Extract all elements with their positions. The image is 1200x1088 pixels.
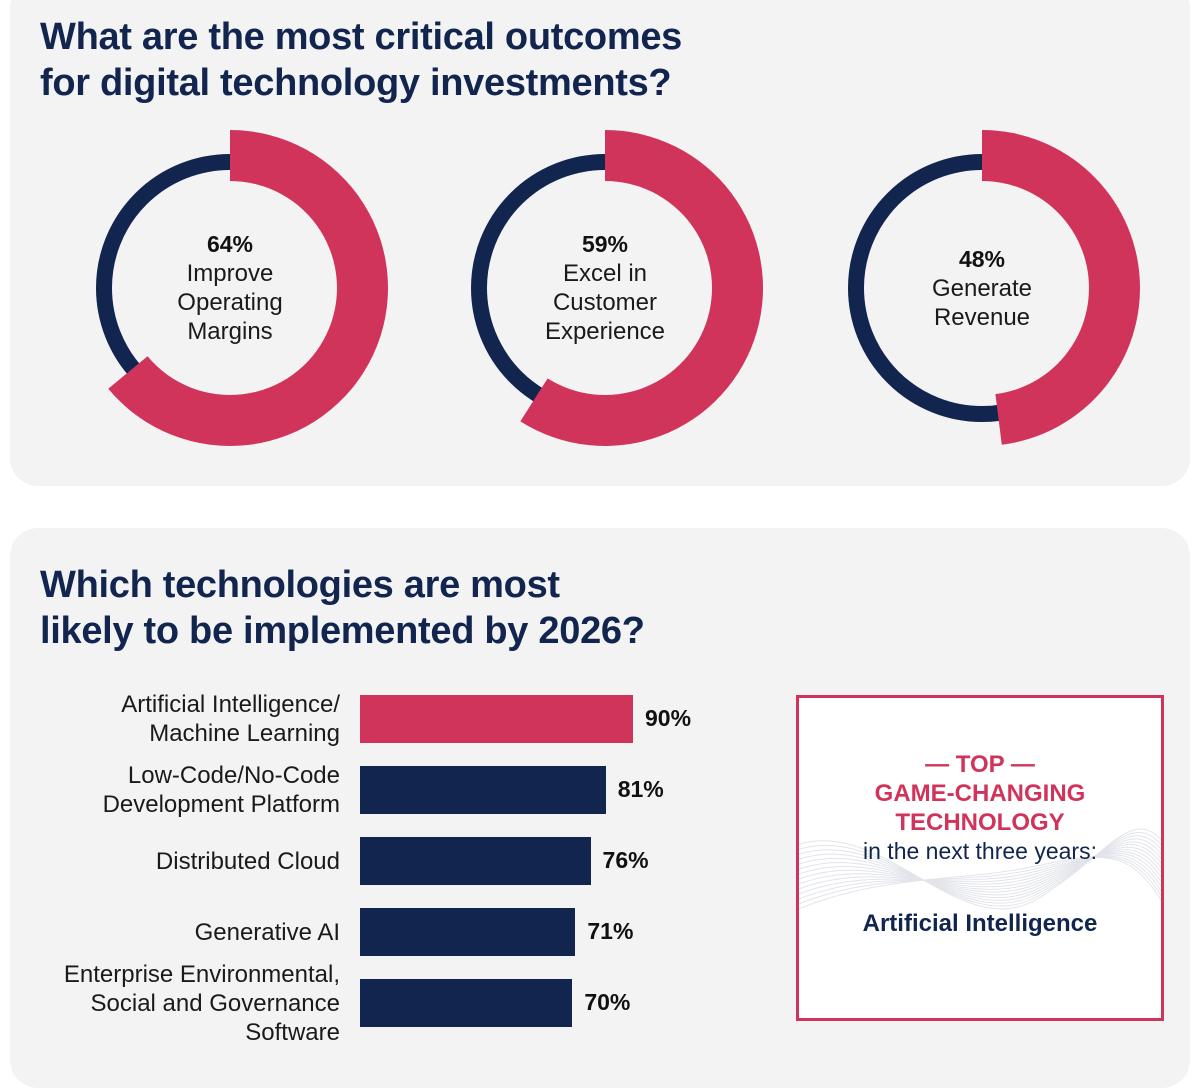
wave-line (799, 856, 1161, 905)
bar (360, 766, 606, 814)
donut-value-arc (108, 130, 388, 446)
bar-category-label-line: Distributed Cloud (155, 847, 340, 875)
callout-title-line-2: GAME-CHANGING (874, 780, 1086, 807)
bar-category-label-line: Low-Code/No-Code (127, 762, 340, 789)
callout-subtitle: in the next three years: (863, 838, 1097, 864)
donut-outcome-label: Excel in Customer Experience (545, 259, 665, 346)
donut-chart: 48% Generate Revenue (822, 128, 1142, 448)
wave-line (799, 828, 1161, 910)
bar (360, 979, 573, 1027)
wave-line (799, 838, 1161, 901)
wave-line (799, 846, 1161, 893)
technologies-heading: Which technologies are most likely to be… (40, 562, 645, 654)
donut-outcome-label-line: Improve (186, 260, 274, 287)
donut-outcome-label-line: Revenue (933, 303, 1031, 331)
bar-category-label-line: Software (245, 1018, 340, 1046)
bar-value-label: 76% (602, 847, 649, 873)
bar-value-label: 81% (617, 776, 664, 802)
donut-outcome-label: Generate Revenue (932, 274, 1032, 332)
donut-center-label: 59% Excel in Customer Experience (505, 188, 705, 388)
donut-outcome-label-line: Margins (187, 318, 273, 345)
technologies-bar-chart: Artificial Intelligence/Machine Learning… (0, 680, 760, 1060)
donut-value-arc (982, 130, 1140, 445)
donut-percent-value: 59% (581, 231, 629, 257)
donut-outcome-label: Improve Operating Margins (177, 259, 282, 346)
bar-category-label: Generative AI (195, 918, 340, 947)
bar-category-label-line: Social and Governance (90, 989, 341, 1017)
bar-value-label: 90% (645, 705, 692, 731)
wave-pattern-decoration (799, 828, 1161, 910)
wave-line (799, 856, 1161, 910)
callout-title-line-1: — TOP — (925, 751, 1035, 778)
wave-line (799, 844, 1161, 896)
bar-category-label: Artificial Intelligence/Machine Learning (121, 690, 340, 748)
wave-line (799, 831, 1161, 907)
bar-category-label: Enterprise Environmental, Social and Gove… (64, 960, 340, 1047)
bar-category-label-line: Machine Learning (149, 720, 340, 747)
callout-answer: Artificial Intelligence (862, 910, 1098, 937)
donut-chart: 59% Excel in Customer Experience (445, 128, 765, 448)
donut-outcome-label-line: Generate (931, 274, 1033, 302)
bar-category-label-line: Artificial Intelligence/ (121, 691, 340, 718)
outcomes-heading-line-1: What are the most critical outcomes (40, 16, 682, 58)
outcomes-heading-line-2: for digital technology investments? (40, 62, 672, 104)
donut-outcome-label-line: Customer (552, 289, 657, 316)
bar-category-label-line: Generative AI (194, 918, 340, 946)
wave-line (799, 854, 1161, 895)
bar-category-label-line: Development Platform (102, 791, 340, 818)
donut-outcome-label-line: Excel in (562, 260, 648, 287)
donut-outcome-label-line: Operating (177, 289, 283, 316)
wave-line (799, 853, 1161, 890)
donut-center-label: 48% Generate Revenue (882, 188, 1082, 388)
technologies-heading-line-2: likely to be implemented by 2026? (40, 610, 645, 652)
donut-chart: 64% Improve Operating Margins (70, 128, 390, 448)
bar (360, 908, 576, 956)
bar-category-label: Distributed Cloud (156, 847, 340, 876)
bar-category-label-line: Enterprise Environmental, (63, 960, 340, 988)
wave-line (799, 855, 1161, 900)
bar-category-label: Low-Code/No-Code Development Platform (103, 761, 340, 819)
donut-value-arc (520, 130, 763, 446)
top-technology-callout: — TOP — GAME-CHANGING TECHNOLOGY in the … (796, 695, 1164, 1021)
wave-line (799, 851, 1161, 888)
donut-center-label: 64% Improve Operating Margins (130, 188, 330, 388)
wave-line (799, 835, 1161, 904)
bar-value-label: 70% (584, 989, 631, 1015)
bar (360, 695, 633, 743)
donut-percent-value: 64% (206, 231, 254, 257)
wave-line (799, 841, 1161, 899)
callout-title-line-3: TECHNOLOGY (895, 809, 1065, 836)
bar (360, 837, 591, 885)
bar-value-label: 71% (587, 918, 634, 944)
outcomes-heading: What are the most critical outcomes for … (40, 14, 682, 106)
donut-outcome-label-line: Experience (544, 318, 666, 345)
wave-line (799, 849, 1161, 890)
technologies-heading-line-1: Which technologies are most (40, 564, 560, 606)
donut-percent-value: 48% (958, 245, 1006, 272)
